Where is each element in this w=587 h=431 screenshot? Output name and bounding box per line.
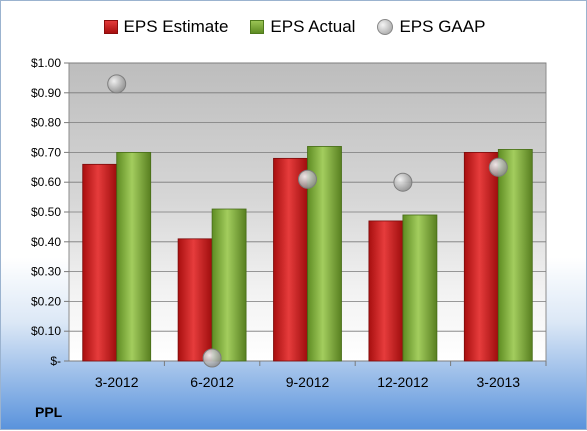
point-eps-gaap [202,348,222,368]
actual-swatch [250,20,265,34]
bar-eps-actual [307,146,342,362]
y-tick-label: $0.20 [31,294,61,308]
legend-gaap-label: EPS GAAP [399,17,486,36]
bar-eps-estimate [273,157,308,362]
legend: EPS Estimate EPS Actual EPS GAAP [1,17,587,37]
y-tick-label: $1.00 [31,56,61,70]
bar-eps-estimate [463,151,499,362]
x-tick-label: 12-2012 [377,374,429,390]
ticker-label: PPL [35,404,63,420]
x-tick-label: 3-2012 [95,374,139,390]
bar-eps-actual [402,214,438,362]
y-tick-label: $- [50,354,61,368]
bar-eps-actual [211,208,247,362]
y-tick-label: $0.70 [31,145,61,159]
bar-eps-estimate [177,238,213,362]
legend-item-actual: EPS Actual [250,17,355,37]
estimate-swatch [103,20,118,34]
point-eps-gaap [488,157,508,177]
point-eps-gaap [393,172,413,192]
y-tick-label: $0.80 [31,116,61,130]
bar-eps-actual [116,151,152,362]
legend-estimate-label: EPS Estimate [123,17,229,36]
bar-eps-estimate [82,163,118,362]
bar-eps-actual [497,149,533,362]
point-eps-gaap [298,169,317,189]
y-tick-label: $0.30 [31,265,61,279]
y-tick-label: $0.90 [31,86,61,100]
legend-actual-label: EPS Actual [270,17,356,36]
x-tick-label: 6-2012 [190,374,234,390]
y-tick-label: $0.60 [31,175,61,189]
gaap-swatch [377,19,394,35]
x-tick-label: 3-2013 [477,374,521,390]
y-tick-label: $0.40 [31,235,61,249]
x-tick-label: 9-2012 [286,374,330,390]
y-tick-label: $0.10 [31,324,61,338]
legend-item-gaap: EPS GAAP [377,17,485,37]
point-eps-gaap [107,74,127,94]
bar-eps-estimate [368,220,404,362]
y-tick-label: $0.50 [31,205,61,219]
legend-item-estimate: EPS Estimate [103,17,229,37]
